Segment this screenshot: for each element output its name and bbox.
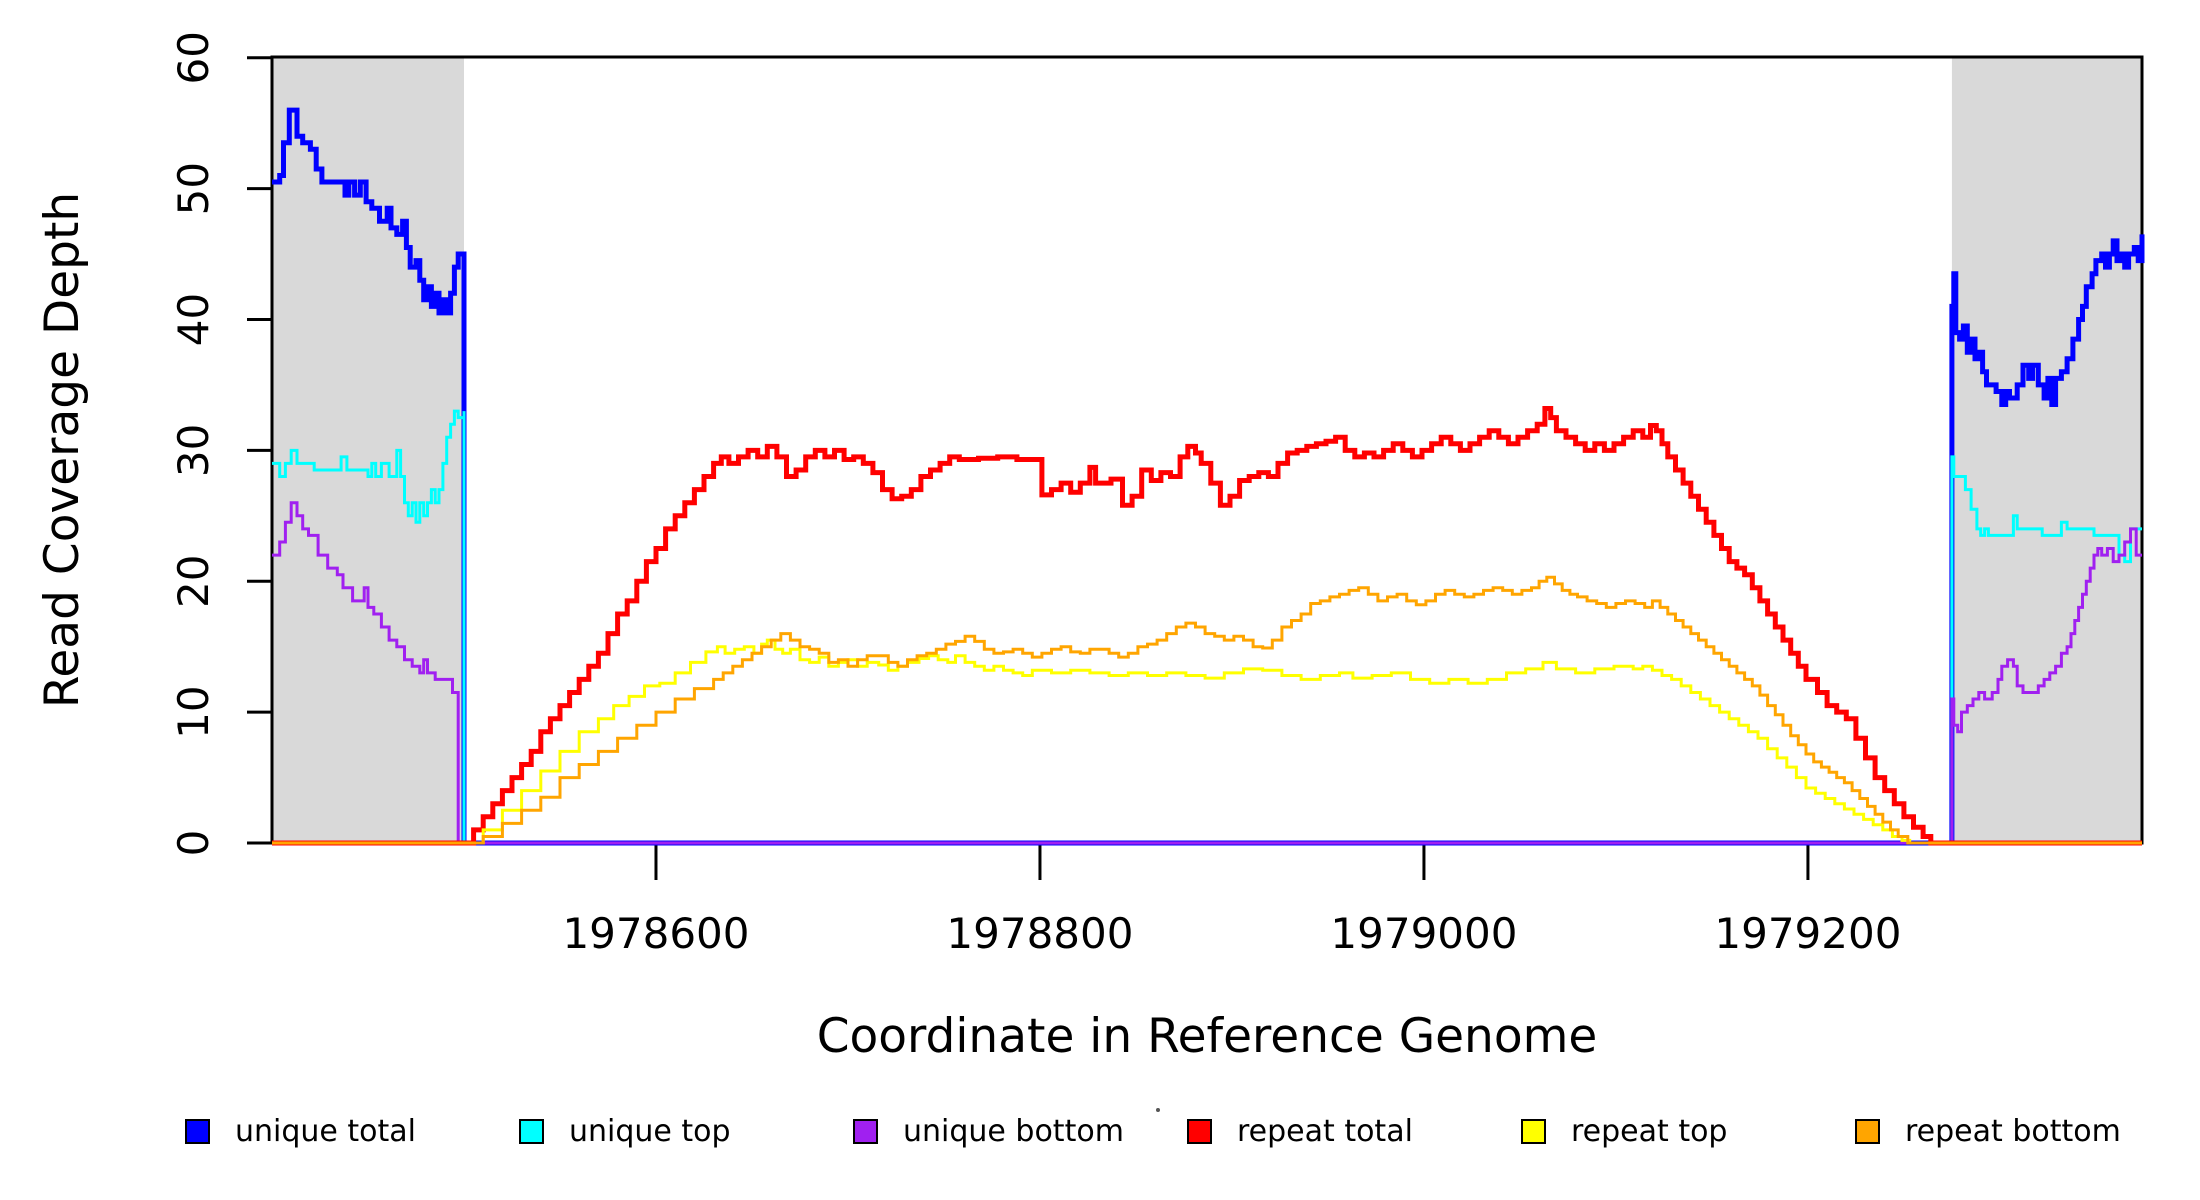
legend-label: unique bottom [903, 1113, 1124, 1149]
legend-label: repeat bottom [1905, 1113, 2121, 1149]
y-axis-title: Read Coverage Depth [35, 192, 90, 708]
legend-label: unique total [235, 1113, 417, 1149]
y-axis-tick-label: 40 [169, 293, 218, 346]
legend-item-repeat-total: repeat total [1187, 1113, 1413, 1149]
legend-swatch-icon [1521, 1118, 1546, 1144]
legend-swatch-icon [1187, 1118, 1212, 1144]
x-axis-tick-label: 1978800 [946, 909, 1133, 958]
left-masked-region [272, 57, 464, 843]
y-axis-tick-label: 0 [169, 830, 218, 857]
x-axis-tick-label: 1979000 [1330, 909, 1517, 958]
y-axis-tick-label: 20 [169, 555, 218, 608]
legend-item-unique-bottom: unique bottom [853, 1113, 1124, 1149]
x-axis-tick-label: 1979200 [1714, 909, 1901, 958]
x-axis-tick-label: 1978600 [562, 909, 749, 958]
series-repeat-bottom [272, 575, 2142, 845]
series-unique-top [272, 409, 2142, 845]
y-axis-tick-label: 50 [169, 162, 218, 215]
legend-swatch-icon [1855, 1118, 1880, 1144]
legend-label: repeat total [1237, 1113, 1413, 1149]
legend-label: repeat top [1571, 1113, 1728, 1149]
legend-swatch-icon [853, 1118, 878, 1144]
legend-item-repeat-bottom: repeat bottom [1855, 1113, 2121, 1149]
y-axis-tick-label: 60 [169, 31, 218, 84]
legend-item-repeat-top: repeat top [1521, 1113, 1728, 1149]
plot-area: 0 10 20 30 40 50 60 1978600 1978800 1979000 197920… [169, 31, 2145, 958]
series-repeat-total [272, 406, 2142, 846]
legend-swatch-icon [519, 1118, 544, 1144]
series-unique-total [272, 107, 2145, 846]
x-axis-title: Coordinate in Reference Genome [817, 1009, 1598, 1064]
legend-item-unique-total: unique total [185, 1113, 417, 1149]
stray-dot [1156, 1108, 1160, 1112]
series-unique-bottom [272, 501, 2142, 845]
right-masked-region [1951, 57, 2142, 843]
legend-label: unique top [569, 1113, 731, 1149]
series-repeat-top [272, 638, 2142, 845]
y-axis-tick-label: 30 [169, 424, 218, 477]
y-axis-tick-label: 10 [169, 685, 218, 738]
legend-swatch-icon [185, 1118, 210, 1144]
legend-item-unique-top: unique top [519, 1113, 731, 1149]
